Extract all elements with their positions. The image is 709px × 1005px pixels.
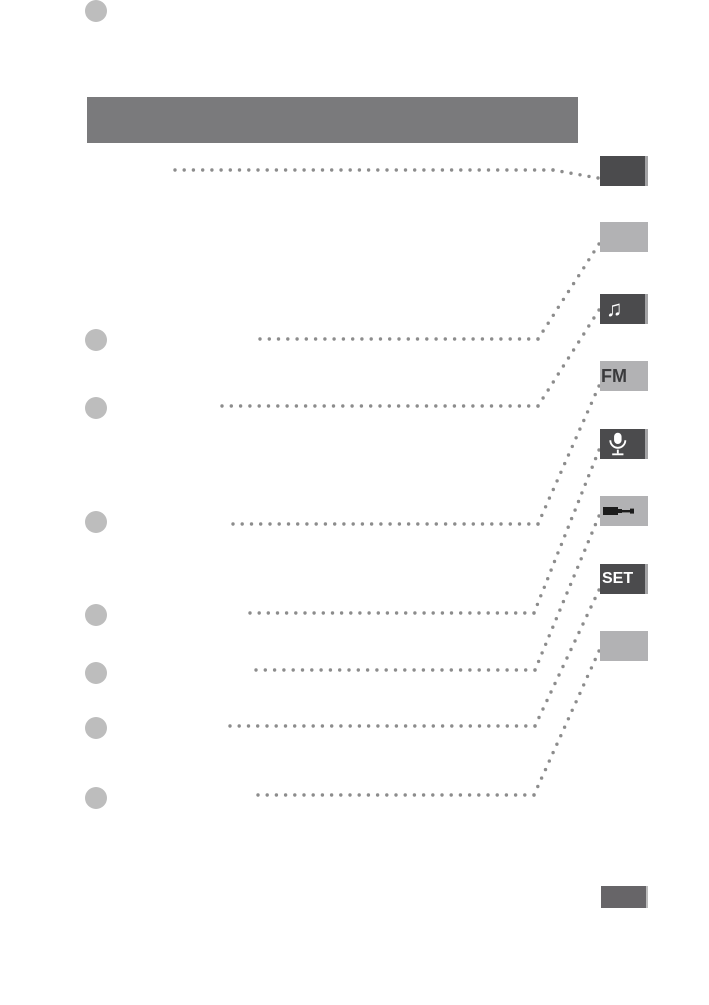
section-header-bar bbox=[87, 97, 578, 143]
blank-light-icon-2 bbox=[600, 631, 648, 661]
bullet-marker bbox=[85, 787, 107, 809]
music-note-icon: ♫ bbox=[600, 294, 648, 324]
bullet-marker bbox=[85, 717, 107, 739]
audio-plug-glyph bbox=[603, 507, 634, 515]
microphone-icon bbox=[600, 429, 648, 459]
fm-label: FM bbox=[601, 365, 627, 386]
settings-icon: SET bbox=[600, 564, 648, 594]
bullet-marker bbox=[85, 329, 107, 351]
set-label: SET bbox=[602, 570, 634, 587]
bullet-marker bbox=[85, 397, 107, 419]
blank-dark-icon bbox=[600, 156, 648, 186]
blank-light-icon bbox=[600, 222, 648, 252]
music-note-glyph: ♫ bbox=[606, 296, 623, 321]
bullet-marker bbox=[85, 604, 107, 626]
fm-radio-icon: FM bbox=[600, 361, 648, 391]
bullet-marker bbox=[85, 662, 107, 684]
bullet-marker bbox=[85, 511, 107, 533]
audio-plug-icon bbox=[600, 496, 648, 526]
microphone-glyph bbox=[609, 432, 627, 456]
page-number-tab bbox=[601, 886, 648, 908]
bullet-marker bbox=[85, 0, 107, 22]
